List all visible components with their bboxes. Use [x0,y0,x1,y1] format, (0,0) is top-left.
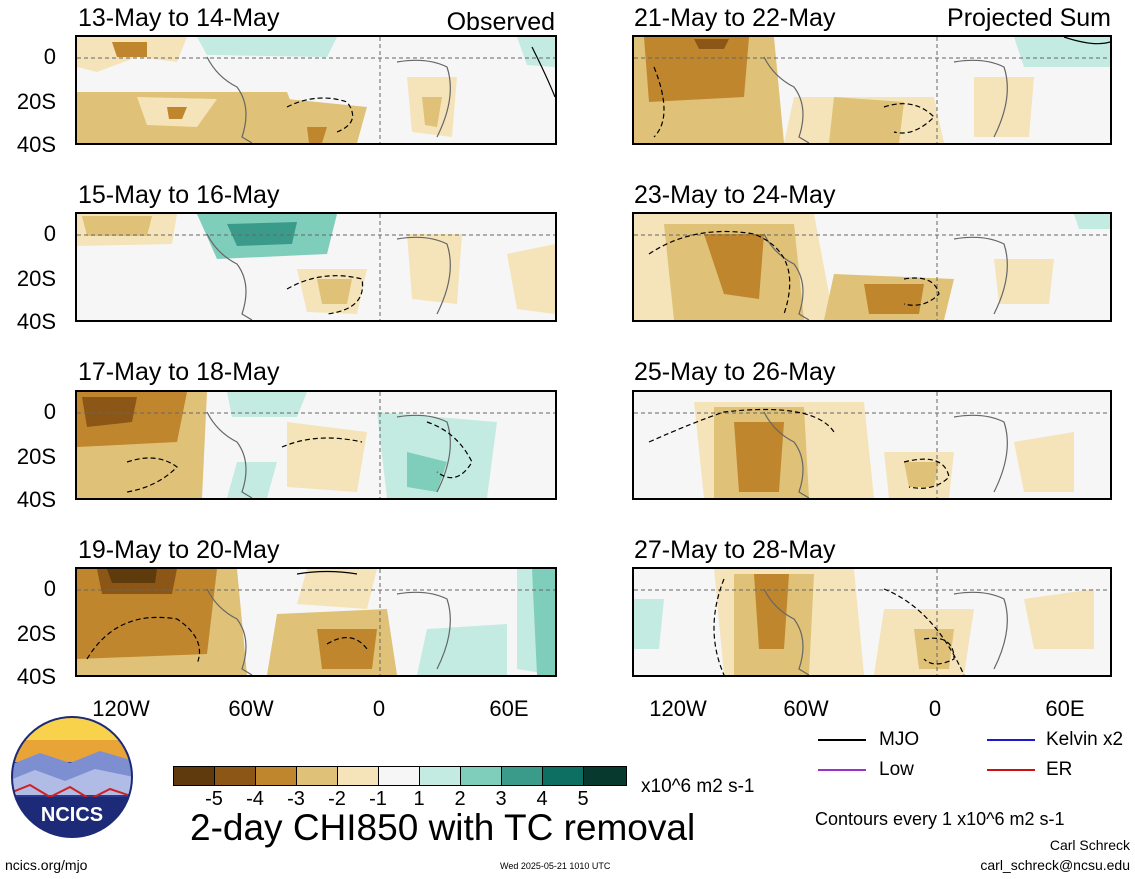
colorbar-tick-label: 4 [536,788,548,810]
colorbar-swatch [501,766,543,786]
lat-label: 20S [16,266,56,291]
map-panel [75,390,557,500]
lat-label: 40S [16,309,56,334]
legend-label: Low [879,759,914,780]
lon-label: 60W [783,696,829,721]
colorbar-swatch [419,766,461,786]
lon-label: 60E [1045,696,1085,721]
colorbar-tick-label: -2 [328,788,346,810]
author-email[interactable]: carl_schreck@ncsu.edu [980,857,1130,873]
colorbar-swatch [460,766,502,786]
legend-label: MJO [879,729,920,750]
colorbar-swatch [173,766,215,786]
panel-date: 23-May to 24-May [634,181,836,209]
lat-label: 20S [16,89,56,114]
map-panel [632,567,1112,677]
map-panel [75,212,557,322]
lon-label: 60E [489,696,529,721]
figure-title: 2-day CHI850 with TC removal [190,807,696,848]
colorbar-tick-label: 1 [413,788,425,810]
panel-date: 25-May to 26-May [634,358,836,386]
lat-label: 40S [16,487,56,512]
colorbar-swatch [296,766,338,786]
lat-label: 20S [16,444,56,469]
panel-date: 19-May to 20-May [78,536,280,564]
observed-label: Observed [446,8,555,36]
map-panel [632,212,1112,322]
map-panel [632,390,1112,500]
ncics-logo: NCICS [10,715,134,839]
timestamp: Wed 2025-05-21 1010 UTC [500,861,611,871]
colorbar-swatch [583,766,627,786]
lon-label: 0 [372,696,386,721]
colorbar-swatch [337,766,379,786]
colorbar [173,766,627,786]
lon-label: 60W [228,696,274,721]
legend-label: ER [1046,759,1073,780]
colorbar-swatch [214,766,256,786]
lon-label: 120W [649,696,707,721]
colorbar-swatch [255,766,297,786]
legend-swatch-kelvin [987,739,1035,741]
colorbar-ticks: -5 -4 -3 -2 -1 1 2 3 4 5 [173,789,627,811]
colorbar-tick-label: 3 [495,788,507,810]
panel-date: 15-May to 16-May [78,181,280,209]
colorbar-tick-label: -5 [205,788,223,810]
colorbar-tick-label: -1 [369,788,387,810]
panel-date: 17-May to 18-May [78,358,280,386]
colorbar-tick-label: 2 [454,788,466,810]
colorbar-swatch [378,766,420,786]
legend-swatch-low [818,769,866,771]
lat-label: 40S [16,664,56,689]
colorbar-tick-label: -4 [246,788,264,810]
colorbar-tick-label: -3 [287,788,305,810]
author: Carl Schreck [1049,837,1130,853]
lon-label: 120W [92,696,150,721]
colorbar-units: x10^6 m2 s-1 [641,776,755,797]
panel-date: 27-May to 28-May [634,536,836,564]
colorbar-swatch [542,766,584,786]
website-link[interactable]: ncics.org/mjo [5,857,88,873]
lat-label: 40S [16,132,56,157]
lat-label: 0 [43,221,56,246]
projected-label: Projected Sum [947,4,1111,32]
logo-text: NCICS [41,804,103,826]
map-panel [632,35,1112,145]
lon-label: 0 [928,696,942,721]
colorbar-tick-label: 5 [577,788,589,810]
panel-date: 13-May to 14-May [78,4,280,32]
legend-label: Kelvin x2 [1046,729,1124,750]
legend-swatch-er [987,769,1035,771]
legend-swatch-mjo [818,739,866,741]
map-panel [75,567,557,677]
map-panel [75,35,557,145]
lat-label: 0 [43,399,56,424]
lat-label: 0 [43,44,56,69]
lat-label: 20S [16,621,56,646]
lat-label: 0 [43,576,56,601]
contours-note: Contours every 1 x10^6 m2 s-1 [815,809,1065,829]
panel-date: 21-May to 22-May [634,4,836,32]
